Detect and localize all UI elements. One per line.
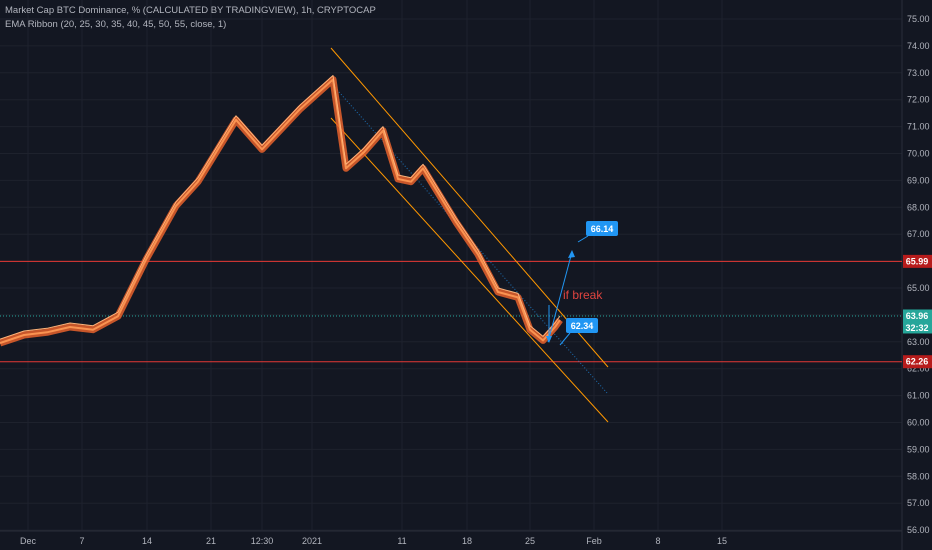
time-tick-label: 2021 (302, 536, 322, 546)
target-up-connector (577, 235, 589, 243)
channel-lower-line[interactable] (330, 117, 609, 423)
price-tick-label: 63.00 (907, 337, 930, 347)
current-price-badge: 63.96 32:32 (903, 309, 932, 334)
price-tick-label: 75.00 (907, 14, 930, 24)
price-tick-label: 57.00 (907, 498, 930, 508)
price-tick-label: 68.00 (907, 202, 930, 212)
price-tick-label: 59.00 (907, 444, 930, 454)
ema-ribbon-inner (0, 78, 561, 345)
time-tick-label: 18 (462, 536, 472, 546)
price-tick-label: 67.00 (907, 229, 930, 239)
price-tick-label: 56.00 (907, 525, 930, 535)
price-tick-label: 69.00 (907, 175, 930, 185)
time-tick-label: 8 (655, 536, 660, 546)
time-tick-label: 11 (397, 536, 406, 546)
price-tick-label: 58.00 (907, 471, 930, 481)
bar-countdown-label: 32:32 (905, 323, 928, 333)
time-tick-label: 14 (142, 536, 152, 546)
time-tick-label: 21 (206, 536, 216, 546)
target-up-badge[interactable] (586, 221, 618, 236)
projection-up-arrowhead (568, 250, 575, 258)
price-axis[interactable]: 56.00 57.00 58.00 59.00 60.00 61.00 62.00 63.00… (907, 14, 930, 535)
current-price-label: 63.96 (906, 311, 929, 321)
price-series-line[interactable] (0, 75, 561, 340)
price-tick-label: 60.00 (907, 418, 930, 428)
channel-upper-line[interactable] (330, 47, 609, 368)
support-price-badge: 62.26 (903, 355, 932, 369)
price-tick-label: 74.00 (907, 41, 930, 51)
target-down-badge[interactable] (566, 318, 598, 333)
time-tick-label: Dec (20, 536, 37, 546)
time-tick-label: 7 (79, 536, 84, 546)
price-tick-label: 62.00 (907, 364, 930, 374)
if-break-note[interactable]: if break (563, 288, 603, 302)
price-tick-label: 70.00 (907, 149, 930, 159)
target-down-connector (559, 332, 571, 346)
projection-up-arrow[interactable] (547, 251, 573, 343)
price-tick-label: 72.00 (907, 95, 930, 105)
target-down-label: 62.34 (571, 321, 594, 331)
time-tick-label: 12:30 (251, 536, 274, 546)
price-tick-label: 71.00 (907, 122, 930, 132)
target-up-label: 66.14 (591, 224, 614, 234)
price-tick-label: 73.00 (907, 68, 930, 78)
support-price-label: 62.26 (906, 357, 929, 367)
time-tick-label: 15 (717, 536, 727, 546)
time-tick-label: 25 (525, 536, 535, 546)
indicator-legend[interactable]: EMA Ribbon (20, 25, 30, 35, 40, 45, 50, … (5, 19, 227, 30)
price-tick-label: 61.00 (907, 391, 930, 401)
resistance-price-badge: 65.99 (903, 254, 932, 268)
time-axis[interactable]: Dec 7 14 21 12:30 2021 11 18 25 Feb 8 15 (20, 536, 727, 546)
chart-title: Market Cap BTC Dominance, % (CALCULATED … (5, 5, 376, 16)
projection-down-arrowhead (546, 336, 552, 343)
resistance-price-label: 65.99 (906, 256, 929, 266)
time-tick-label: Feb (586, 536, 602, 546)
price-tick-label: 65.00 (907, 283, 930, 293)
